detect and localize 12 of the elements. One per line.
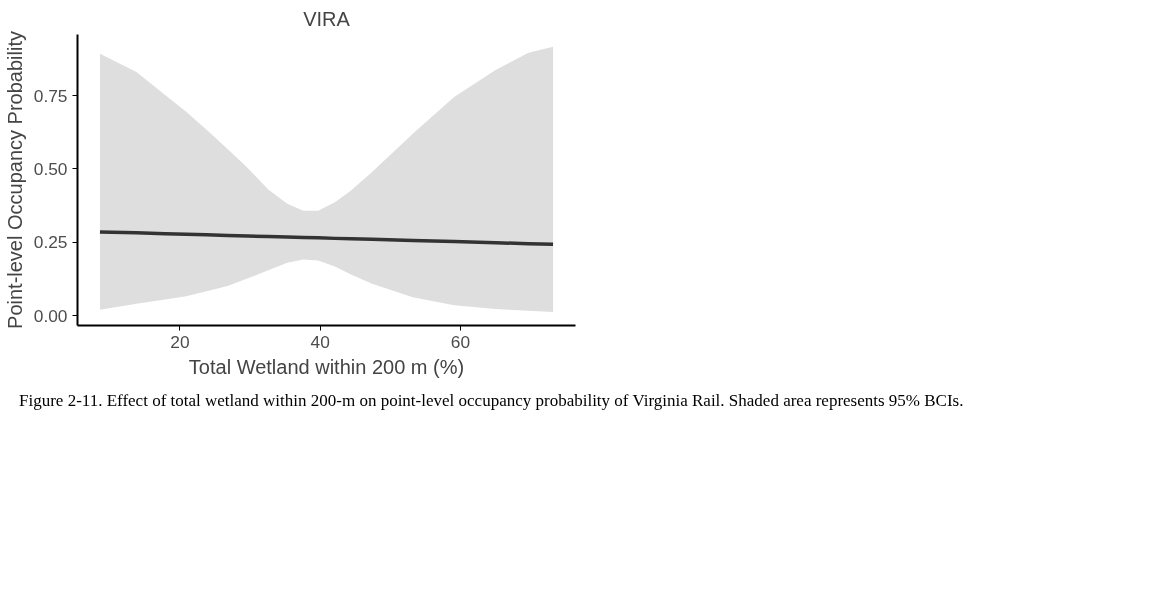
caption: Figure 2-11. Effect of total wetland within 200-m on point-level occupancy probability of Virginia Rail. Shaded area represents 95% BCIs. xyxy=(19,390,965,412)
y-tick-label: 0.00 xyxy=(33,305,68,326)
line-series xyxy=(98,230,555,246)
y-axis-title: Point-level Occupancy Probability xyxy=(3,31,26,329)
y-tick-label: 0.75 xyxy=(33,85,68,106)
x-tick-label: 60 xyxy=(450,331,471,352)
y-tick-label: 0.25 xyxy=(33,232,68,253)
x-tick-label: 40 xyxy=(310,331,330,352)
chart-title: VIRA xyxy=(303,7,351,30)
x-axis-title: Total Wetland within 200 m (%) xyxy=(188,355,465,378)
x-tick-label: 20 xyxy=(170,331,190,352)
y-tick-label: 0.50 xyxy=(33,158,68,179)
